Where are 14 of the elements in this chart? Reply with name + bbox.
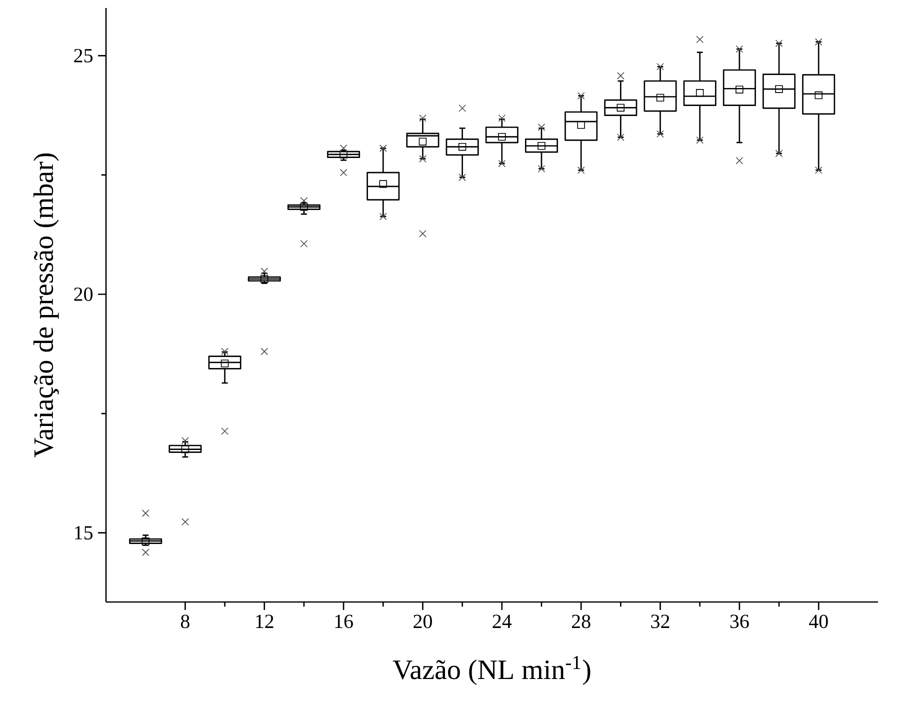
y-axis-title: Variação de pressão (mbar) bbox=[33, 153, 59, 458]
x-tick-label: 12 bbox=[256, 614, 274, 628]
y-tick-label: 15 bbox=[75, 526, 93, 540]
x-tick-label: 36 bbox=[730, 614, 749, 628]
x-tick-label: 20 bbox=[414, 614, 432, 628]
x-tick-label: 40 bbox=[809, 614, 828, 628]
y-tick-label: 25 bbox=[74, 48, 93, 62]
x-tick-label: 32 bbox=[651, 614, 670, 628]
y-tick-label: 20 bbox=[74, 288, 93, 301]
x-tick-label: 16 bbox=[335, 614, 353, 628]
x-tick-label: 8 bbox=[180, 614, 190, 628]
x-tick-label: 28 bbox=[572, 614, 590, 628]
x-axis-title: Vazão (NL min$^{-1}$) bbox=[392, 656, 590, 685]
x-tick-label: 24 bbox=[492, 614, 512, 628]
